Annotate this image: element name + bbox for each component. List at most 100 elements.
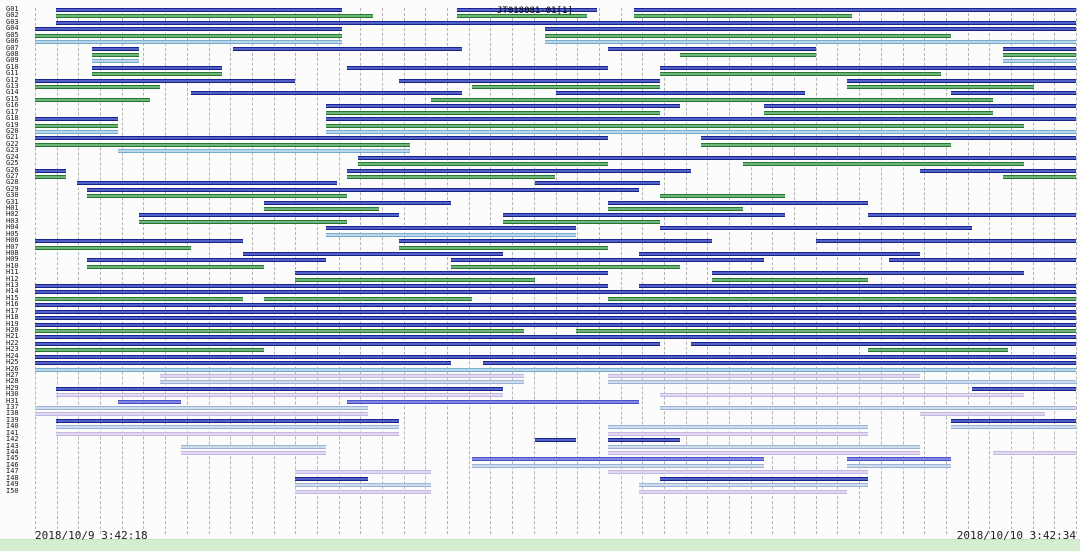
gantt-bar[interactable] (87, 264, 265, 269)
gantt-bar[interactable] (951, 91, 1076, 96)
gantt-bar[interactable] (87, 258, 327, 263)
gantt-bar[interactable] (347, 168, 691, 173)
gantt-bar[interactable] (347, 174, 556, 179)
gantt-bar[interactable] (159, 373, 525, 378)
gantt-bar[interactable] (35, 168, 67, 173)
gantt-bar[interactable] (545, 33, 952, 38)
gantt-bar[interactable] (55, 14, 374, 19)
gantt-bar[interactable] (35, 354, 1076, 359)
gantt-bar[interactable] (456, 8, 598, 12)
gantt-bar[interactable] (35, 27, 343, 32)
gantt-bar[interactable] (180, 450, 327, 455)
gantt-bar[interactable] (35, 245, 192, 250)
gantt-bar[interactable] (35, 123, 119, 128)
gantt-bar[interactable] (139, 219, 348, 224)
gantt-bar[interactable] (472, 457, 764, 462)
gantt-bar[interactable] (35, 296, 244, 301)
gantt-bar[interactable] (232, 46, 462, 51)
gantt-bar[interactable] (35, 322, 1076, 327)
gantt-bar[interactable] (295, 470, 431, 475)
gantt-bar[interactable] (35, 290, 1076, 295)
gantt-bar[interactable] (451, 264, 681, 269)
gantt-bar[interactable] (633, 14, 853, 19)
gantt-bar[interactable] (659, 406, 1076, 411)
gantt-bar[interactable] (295, 476, 369, 481)
gantt-bar[interactable] (55, 425, 400, 430)
gantt-bar[interactable] (87, 194, 348, 199)
gantt-bar[interactable] (326, 110, 660, 115)
gantt-bar[interactable] (607, 438, 681, 443)
gantt-bar[interactable] (118, 399, 181, 404)
gantt-bar[interactable] (35, 303, 1076, 308)
gantt-bar[interactable] (763, 104, 1076, 109)
gantt-bar[interactable] (399, 78, 660, 83)
gantt-bar[interactable] (919, 412, 1045, 417)
gantt-bar[interactable] (357, 162, 608, 167)
gantt-bar[interactable] (763, 129, 1076, 134)
gantt-bar[interactable] (35, 142, 410, 147)
gantt-bar[interactable] (638, 251, 920, 256)
gantt-bar[interactable] (659, 72, 941, 77)
gantt-bar[interactable] (159, 380, 525, 385)
gantt-bar[interactable] (35, 33, 343, 38)
gantt-bar[interactable] (35, 78, 296, 83)
gantt-bar[interactable] (35, 335, 1076, 340)
gantt-bar[interactable] (638, 284, 1076, 289)
gantt-bar[interactable] (55, 8, 343, 12)
gantt-bar[interactable] (763, 110, 993, 115)
gantt-bar[interactable] (607, 425, 868, 430)
gantt-bar[interactable] (971, 386, 1076, 391)
gantt-bar[interactable] (919, 168, 1076, 173)
gantt-bar[interactable] (55, 431, 400, 436)
gantt-bar[interactable] (545, 27, 1076, 32)
gantt-bar[interactable] (701, 136, 1076, 141)
gantt-bar[interactable] (55, 418, 400, 423)
gantt-bar[interactable] (243, 251, 504, 256)
gantt-bar[interactable] (55, 386, 504, 391)
gantt-bar[interactable] (451, 258, 764, 263)
gantt-bar[interactable] (118, 149, 410, 154)
gantt-bar[interactable] (607, 444, 920, 449)
gantt-bar[interactable] (326, 123, 1024, 128)
gantt-bar[interactable] (326, 117, 1076, 122)
gantt-bar[interactable] (846, 78, 1076, 83)
gantt-bar[interactable] (659, 476, 868, 481)
horizontal-scrollbar[interactable] (0, 539, 1080, 551)
gantt-bar[interactable] (711, 277, 868, 282)
gantt-bar[interactable] (607, 380, 1076, 385)
gantt-bar[interactable] (951, 425, 1076, 430)
gantt-bar[interactable] (534, 438, 577, 443)
gantt-bar[interactable] (87, 187, 639, 192)
gantt-bar[interactable] (295, 277, 535, 282)
gantt-bar[interactable] (35, 309, 1076, 314)
gantt-bar[interactable] (951, 418, 1076, 423)
gantt-bar[interactable] (92, 72, 223, 77)
gantt-bar[interactable] (690, 341, 1076, 346)
gantt-bar[interactable] (846, 85, 1035, 90)
gantt-bar[interactable] (191, 91, 462, 96)
gantt-bar[interactable] (456, 14, 587, 19)
gantt-bar[interactable] (35, 117, 119, 122)
gantt-bar[interactable] (35, 348, 265, 353)
gantt-bar[interactable] (607, 431, 868, 436)
gantt-bar[interactable] (680, 52, 816, 57)
gantt-bar[interactable] (992, 450, 1076, 455)
gantt-bar[interactable] (326, 129, 764, 134)
gantt-bar[interactable] (295, 271, 608, 276)
gantt-bar[interactable] (659, 393, 1024, 398)
gantt-bar[interactable] (264, 296, 473, 301)
gantt-bar[interactable] (607, 373, 920, 378)
gantt-bar[interactable] (35, 136, 608, 141)
gantt-bar[interactable] (35, 284, 608, 289)
gantt-bar[interactable] (35, 367, 1076, 372)
gantt-bar[interactable] (607, 207, 743, 212)
gantt-bar[interactable] (846, 457, 952, 462)
gantt-bar[interactable] (659, 65, 1076, 70)
gantt-bar[interactable] (139, 213, 400, 218)
gantt-bar[interactable] (35, 341, 660, 346)
gantt-bar[interactable] (1003, 52, 1076, 57)
gantt-bar[interactable] (430, 97, 993, 102)
gantt-bar[interactable] (264, 200, 452, 205)
gantt-bar[interactable] (472, 85, 660, 90)
gantt-bar[interactable] (607, 46, 816, 51)
